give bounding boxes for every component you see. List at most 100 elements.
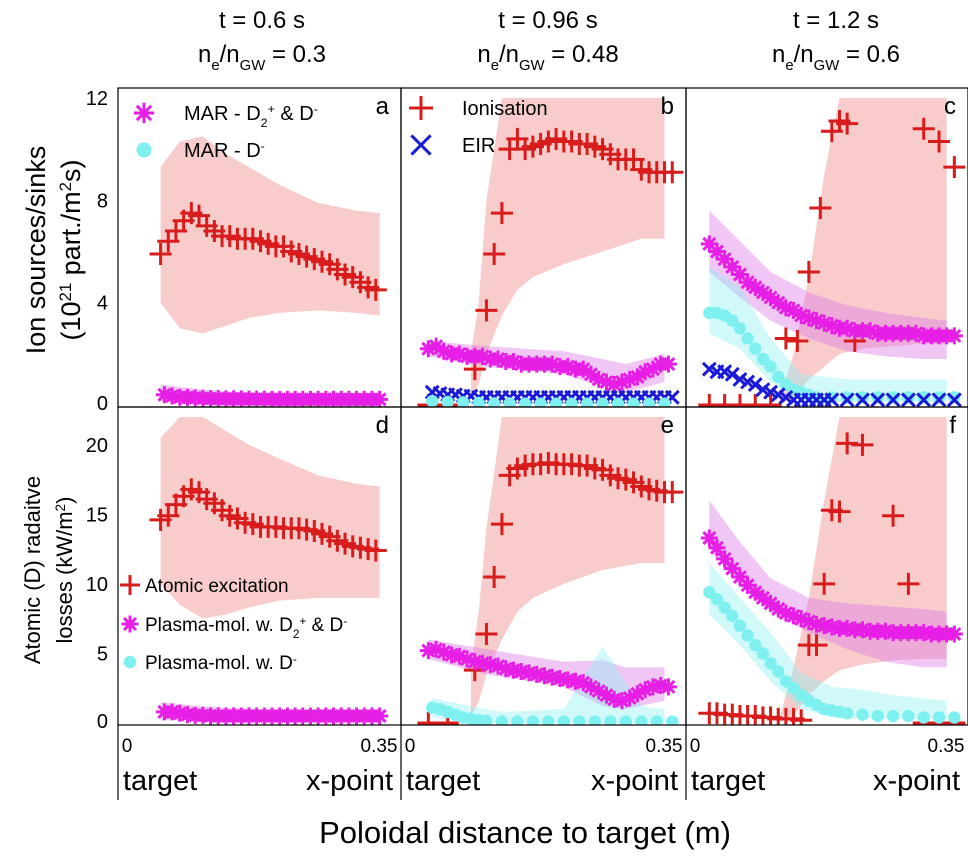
point-magenta: [419, 340, 437, 358]
point-red: [790, 709, 813, 725]
point-magenta: [590, 682, 608, 700]
point-red: [797, 260, 820, 283]
point-cyan: [542, 715, 555, 725]
point-magenta: [427, 640, 445, 658]
point-magenta: [754, 589, 772, 607]
point-magenta: [769, 294, 787, 312]
point-cyan: [772, 665, 785, 678]
panel-bands-c: [709, 98, 947, 405]
point-cyan: [886, 391, 900, 404]
panel-bands-f: [709, 417, 947, 723]
point-magenta: [371, 390, 389, 407]
panel-bands-d: [160, 417, 380, 721]
point-cyan: [756, 352, 770, 366]
point-cyan: [718, 601, 731, 614]
point-cyan: [534, 397, 547, 407]
point-red: [490, 513, 513, 536]
point-cyan: [611, 397, 625, 407]
y-tick-label: 8: [97, 190, 108, 212]
x-end-label-xpoint: x-point: [873, 765, 960, 797]
legend-marker-plus: [409, 96, 433, 120]
point-cyan: [650, 715, 663, 725]
point-cyan: [756, 647, 770, 660]
point-red: [805, 634, 828, 657]
point-magenta: [861, 322, 879, 340]
point-magenta: [731, 266, 749, 284]
band-red: [160, 417, 380, 619]
point-magenta: [785, 607, 803, 625]
panel-marks-f: [698, 432, 966, 725]
point-magenta: [489, 657, 507, 675]
point-magenta: [808, 312, 826, 330]
point-cyan: [948, 711, 961, 724]
band-magenta: [709, 500, 947, 668]
panel-letter-d: d: [376, 412, 389, 439]
point-cyan: [441, 395, 454, 407]
point-magenta: [731, 568, 749, 586]
y-tick-label: 15: [86, 504, 108, 526]
point-magenta: [700, 235, 718, 253]
point-red: [364, 539, 387, 562]
point-cyan: [764, 656, 777, 670]
point-magenta: [800, 612, 818, 630]
point-magenta: [636, 681, 654, 699]
panel-frame-f: [685, 406, 968, 726]
point-magenta: [739, 273, 757, 291]
point-magenta: [543, 355, 561, 373]
point-magenta: [708, 539, 726, 557]
point-magenta: [621, 370, 639, 388]
band-red: [470, 98, 665, 398]
column-title-time: t = 1.2 s: [793, 7, 879, 34]
point-cyan: [932, 391, 946, 404]
point-magenta: [582, 678, 600, 696]
point-magenta: [371, 707, 389, 725]
point-magenta: [644, 360, 662, 378]
point-cyan: [840, 707, 854, 720]
point-blue: [724, 366, 740, 382]
band-magenta: [709, 210, 947, 359]
x-tick-label-end: 0.35: [928, 736, 965, 757]
point-magenta: [723, 560, 741, 578]
point-magenta: [769, 600, 787, 618]
legend-label: Ionisation: [462, 98, 548, 120]
point-magenta: [574, 674, 592, 692]
point-magenta: [777, 299, 795, 317]
point-cyan: [710, 593, 724, 606]
point-magenta: [785, 301, 803, 319]
point-cyan: [871, 391, 884, 404]
point-magenta: [613, 373, 631, 391]
point-cyan: [856, 391, 869, 404]
point-cyan: [635, 715, 648, 725]
point-blue: [839, 392, 855, 407]
point-red: [364, 278, 387, 301]
point-cyan: [580, 397, 594, 407]
legend-label: EIR: [462, 135, 495, 157]
point-magenta: [777, 604, 795, 622]
point-magenta: [945, 327, 963, 345]
point-magenta: [838, 319, 856, 337]
point-cyan: [772, 370, 785, 384]
x-end-label-xpoint: x-point: [306, 765, 393, 797]
point-cyan: [733, 322, 747, 335]
point-red: [483, 243, 506, 266]
point-magenta: [628, 685, 646, 703]
point-magenta: [450, 647, 468, 665]
point-cyan: [457, 396, 470, 407]
point-cyan: [472, 396, 485, 407]
point-magenta: [582, 365, 600, 383]
panel-frames: [117, 87, 968, 800]
point-cyan: [480, 714, 493, 725]
column-title-density: ne/nGW = 0.6: [772, 41, 900, 74]
point-red: [828, 500, 851, 523]
point-red: [475, 622, 498, 645]
panel-marks-a: [149, 202, 389, 407]
band-cyan: [432, 646, 665, 723]
point-magenta: [435, 643, 453, 661]
y-tick-label: 20: [86, 435, 108, 457]
point-red: [897, 572, 920, 595]
legend-marker-plus: [120, 575, 140, 595]
point-magenta: [458, 650, 476, 668]
point-magenta: [708, 243, 726, 260]
point-cyan: [573, 715, 586, 725]
column-title-time: t = 0.6 s: [219, 7, 305, 34]
